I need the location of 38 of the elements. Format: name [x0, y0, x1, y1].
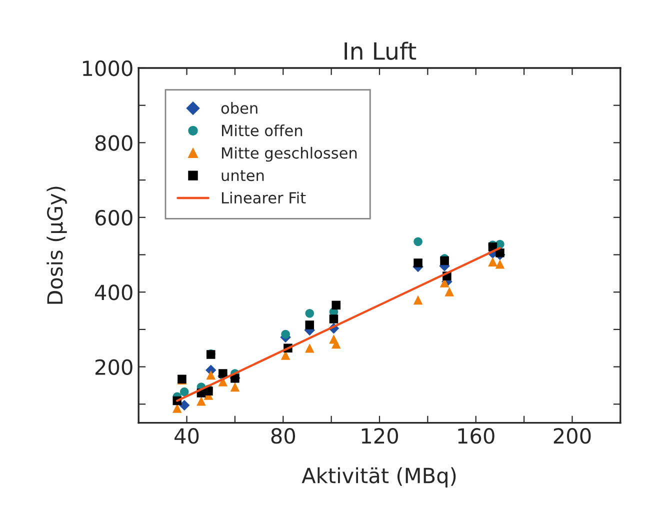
point: [495, 259, 505, 269]
point: [281, 330, 290, 339]
x-tick-label: 200: [554, 428, 591, 444]
point: [413, 295, 423, 305]
y-tick-label: 200: [96, 359, 132, 375]
point: [444, 287, 454, 296]
legend-label: Mitte geschlossen: [222, 146, 357, 162]
legend-label: Mitte offen: [222, 124, 302, 136]
point: [331, 339, 341, 349]
point: [414, 258, 422, 268]
y-tick-label: 1000: [83, 60, 132, 76]
point: [329, 314, 338, 324]
point: [178, 400, 190, 411]
point: [304, 343, 314, 353]
y-tick-label: 600: [95, 210, 132, 226]
point: [206, 370, 216, 380]
point: [180, 387, 189, 396]
point: [305, 308, 314, 318]
legend-label: Linearer Fit: [222, 192, 306, 204]
y-axis-title: Dosis (µGy): [46, 186, 67, 304]
point: [332, 300, 341, 310]
point: [488, 257, 498, 266]
chart-title: In Luft: [344, 42, 416, 60]
legend-label: oben: [221, 102, 258, 114]
x-tick-label: 120: [362, 428, 398, 444]
x-tick-label: 40: [174, 428, 199, 444]
y-tick-label: 800: [95, 135, 132, 151]
point: [230, 382, 240, 392]
point: [196, 396, 206, 406]
x-tick-label: 160: [458, 428, 494, 444]
point: [440, 256, 449, 266]
x-tick-label: 80: [271, 428, 296, 444]
legend-label: unten: [222, 170, 264, 182]
point: [305, 320, 314, 330]
point: [414, 237, 422, 246]
x-axis-title: Aktivität (MBq): [302, 467, 456, 488]
point: [172, 404, 182, 413]
y-tick-label: 400: [94, 284, 132, 300]
